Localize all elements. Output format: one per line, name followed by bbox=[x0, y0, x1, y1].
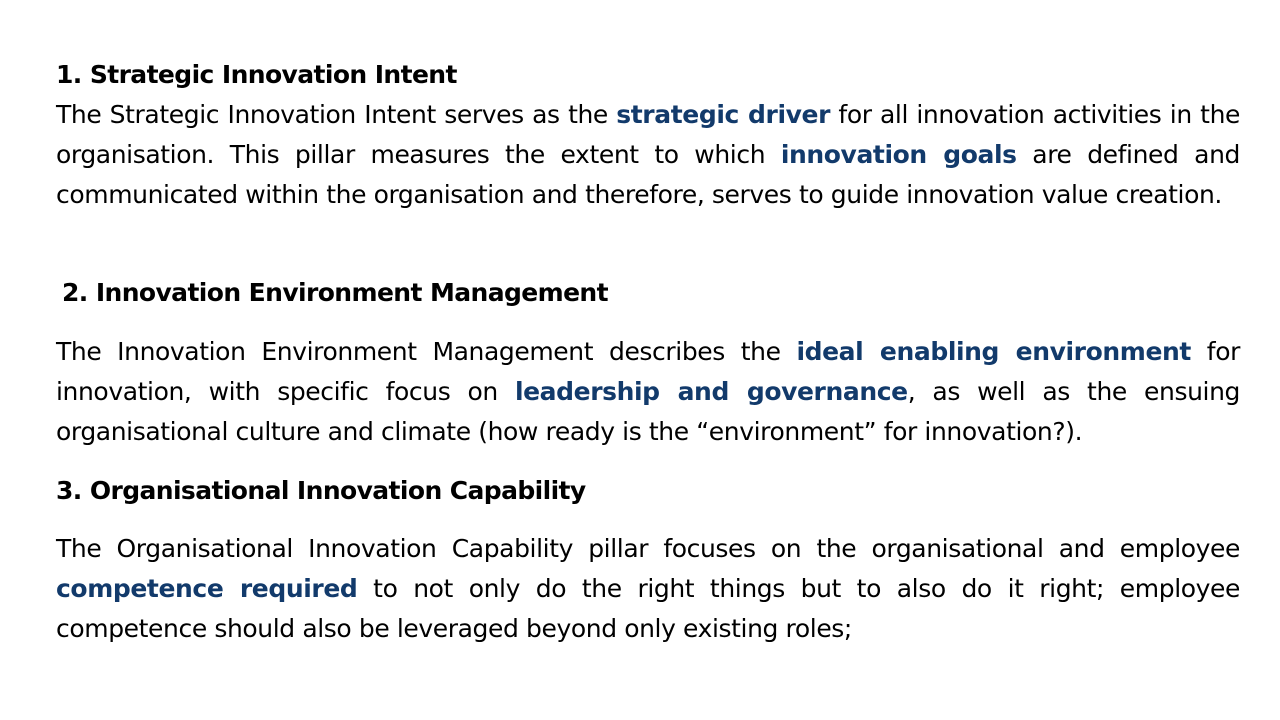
section-2-title: Innovation Environment Management bbox=[95, 278, 609, 307]
section-2-paragraph: The Innovation Environment Management de… bbox=[56, 332, 1240, 452]
section-3-tail: to not only do the right things but to a… bbox=[56, 574, 1240, 643]
section-1-title: Strategic Innovation Intent bbox=[89, 60, 458, 89]
section-1-highlight-strategic-driver: strategic driver bbox=[616, 100, 831, 129]
section-3-lead: The Organisational Innovation Capability… bbox=[56, 534, 1240, 563]
section-3-paragraph: The Organisational Innovation Capability… bbox=[56, 529, 1240, 649]
section-2-middle: for innovation, with specific focus on bbox=[56, 337, 1240, 406]
section-2-tail: , as well as the ensuing organisational … bbox=[56, 377, 1240, 446]
section-1-tail: are defined and communicated within the … bbox=[56, 140, 1240, 209]
section-3-heading: 3. Organisational Innovation Capability bbox=[56, 471, 586, 511]
section-2-number: 2. bbox=[62, 278, 88, 307]
section-2-heading: 2. Innovation Environment Management bbox=[62, 273, 609, 313]
section-1-highlight-innovation-goals: innovation goals bbox=[780, 140, 1017, 169]
section-3-highlight-competence-required: competence required bbox=[56, 574, 358, 603]
section-2-highlight-leadership-governance: leadership and governance bbox=[514, 377, 908, 406]
section-1-lead: The Strategic Innovation Intent serves a… bbox=[56, 100, 617, 129]
section-1-heading: 1. Strategic Innovation Intent bbox=[56, 55, 457, 95]
section-2-lead: The Innovation Environment Management de… bbox=[56, 337, 797, 366]
section-3-title: Organisational Innovation Capability bbox=[89, 476, 586, 505]
section-2-highlight-ideal-enabling-environment: ideal enabling environment bbox=[796, 337, 1191, 366]
section-3-number: 3. bbox=[56, 476, 82, 505]
section-1-paragraph: The Strategic Innovation Intent serves a… bbox=[56, 95, 1240, 215]
section-1-middle: for all innovation activities in the org… bbox=[56, 100, 1240, 169]
section-1-number: 1. bbox=[56, 60, 82, 89]
